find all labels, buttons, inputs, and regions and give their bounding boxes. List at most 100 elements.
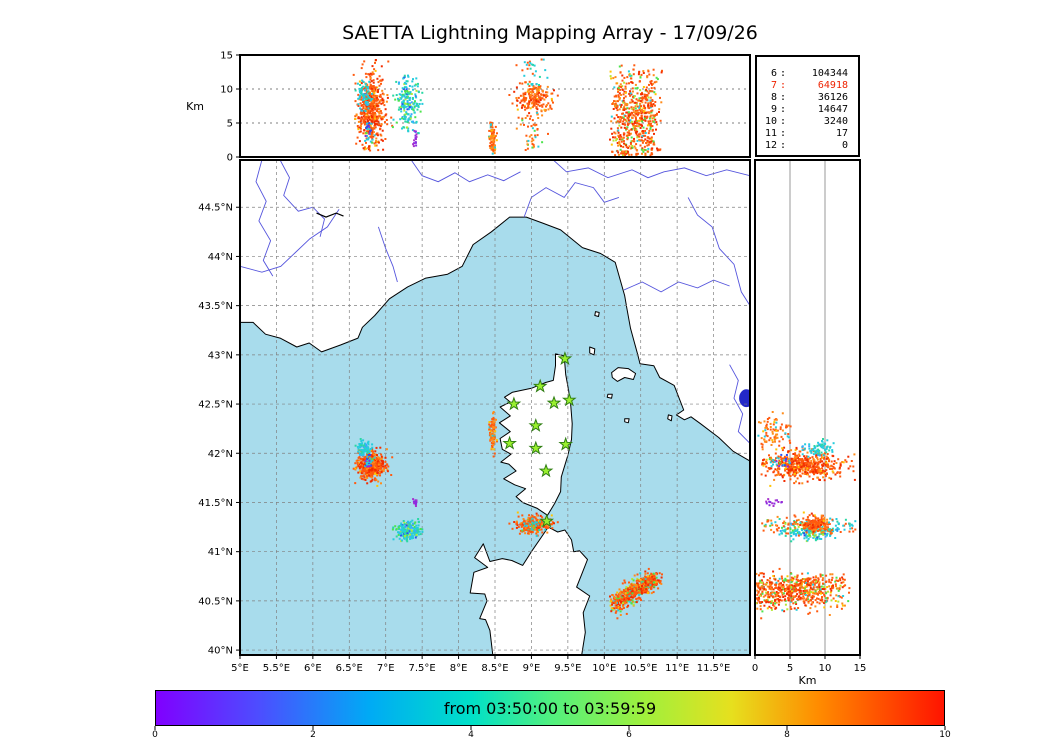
stat-separator: : [779,104,787,115]
tick-label: 7.5°E [409,663,436,674]
colorbar-tick-mark [312,726,314,730]
figure-title: SAETTA Lightning Mapping Array - 17/09/2… [342,22,758,44]
stat-label: 8 [770,92,777,103]
panel-frame [754,159,861,656]
stat-value: 0 [841,140,848,151]
river [729,364,750,444]
station-star-icon [561,392,577,407]
colorbar-tick-mark [154,726,156,730]
stat-value: 3240 [823,116,848,127]
stat-separator: : [779,140,787,151]
colorbar-tick-label: 8 [784,730,790,740]
stat-separator: : [779,128,787,139]
stat-row: 11: 17 [757,128,858,140]
tick-label: Km [799,674,817,687]
border-segment [316,212,344,218]
tick-label: 9°E [523,663,541,674]
tick-label: 44.5°N [198,203,233,214]
tick-label: 10.5°E [624,663,658,674]
alt-lon-gridlines [240,88,750,124]
tick-label: 42°N [208,449,233,460]
alt-lat-scatter [755,411,857,620]
river [552,160,750,179]
colorbar-tick-label: 4 [468,730,474,740]
colorbar-tick-mark [470,726,472,730]
colorbar-tick-label: 10 [939,730,951,740]
station-counts-panel: 6: 104344 7: 64918 8: 36126 9: 14647 10: 3240… [755,55,860,157]
station-star-icon [538,463,554,478]
lake [739,389,750,408]
stat-label: 11 [764,128,777,139]
tick-label: 10 [819,663,832,674]
tick-label: 5.5°E [263,663,290,674]
colorbar-tick-label: 2 [310,730,316,740]
river [377,226,398,283]
station-star-icon [546,395,562,410]
panel-frame [239,54,751,158]
axes-frames-labels: 0 5 10 15 Km 40°N 40.5°N 41°N 41.5°N 42°N 42.5°N 43… [186,51,866,688]
river [410,160,521,183]
stat-row: 6: 104344 [757,68,858,80]
tick-label: 11.5°E [697,663,731,674]
stat-row: 7: 64918 [757,80,858,92]
tick-label: 40°N [208,646,233,657]
station-star-icon [528,440,544,455]
stat-label: 6 [770,68,777,79]
stat-separator: : [779,92,787,103]
landmass [594,311,600,317]
alt-lon-scatter [352,58,663,157]
stat-value: 17 [835,128,848,139]
landmass [624,418,630,424]
stat-row: 9: 14647 [757,104,858,116]
map-gridlines [240,160,750,655]
stat-label: 7 [770,80,777,91]
tick-label: 0 [227,153,233,164]
station-star-icon [528,418,544,432]
river [687,197,750,306]
stat-value: 14647 [817,104,848,115]
station-star-icon [539,513,555,528]
tick-label: 10°E [592,663,616,674]
tick-label: 0 [752,663,758,674]
landmass [498,353,573,516]
station-star-icon [502,435,517,450]
tick-label: 41°N [208,547,233,558]
tick-label: 43°N [208,350,233,361]
tick-label: 41.5°N [198,498,233,509]
stat-row: 10: 3240 [757,116,858,128]
tick-label: 15 [220,51,233,62]
tick-label: 6.5°E [336,663,363,674]
stat-row: 8: 36126 [757,92,858,104]
landmass [611,367,637,382]
stat-label: 10 [764,116,777,127]
tick-label: 5 [787,663,793,674]
colorbar-tick-label: 0 [152,730,158,740]
river [279,160,325,237]
colorbar-tick-mark [628,726,630,730]
river [240,208,340,273]
stat-separator: : [779,80,787,91]
station-star-icon [532,378,548,393]
stat-value: 104344 [811,68,848,79]
landmass [589,346,596,356]
stat-label: 9 [770,104,777,115]
river [523,182,620,218]
colorbar-tick-mark [786,726,788,730]
landmass [667,414,673,422]
colorbar-tick-mark [944,726,946,730]
colorbar-label: from 03:50:00 to 03:59:59 [443,698,657,718]
station-star-icon [558,436,574,451]
colorbar-ticks: 0 2 4 6 8 10 [152,726,951,742]
tick-label: 11°E [665,663,689,674]
tick-label: 44°N [208,252,233,263]
tick-label: 5°E [231,663,249,674]
tick-label: 40.5°N [198,596,233,607]
colorbar-tick-label: 6 [626,730,632,740]
tick-label: 6°E [304,663,322,674]
tick-label: 43.5°N [198,301,233,312]
tick-label: 10 [220,85,233,96]
stat-value: 64918 [817,80,848,91]
stat-row: 12: 0 [757,140,858,152]
